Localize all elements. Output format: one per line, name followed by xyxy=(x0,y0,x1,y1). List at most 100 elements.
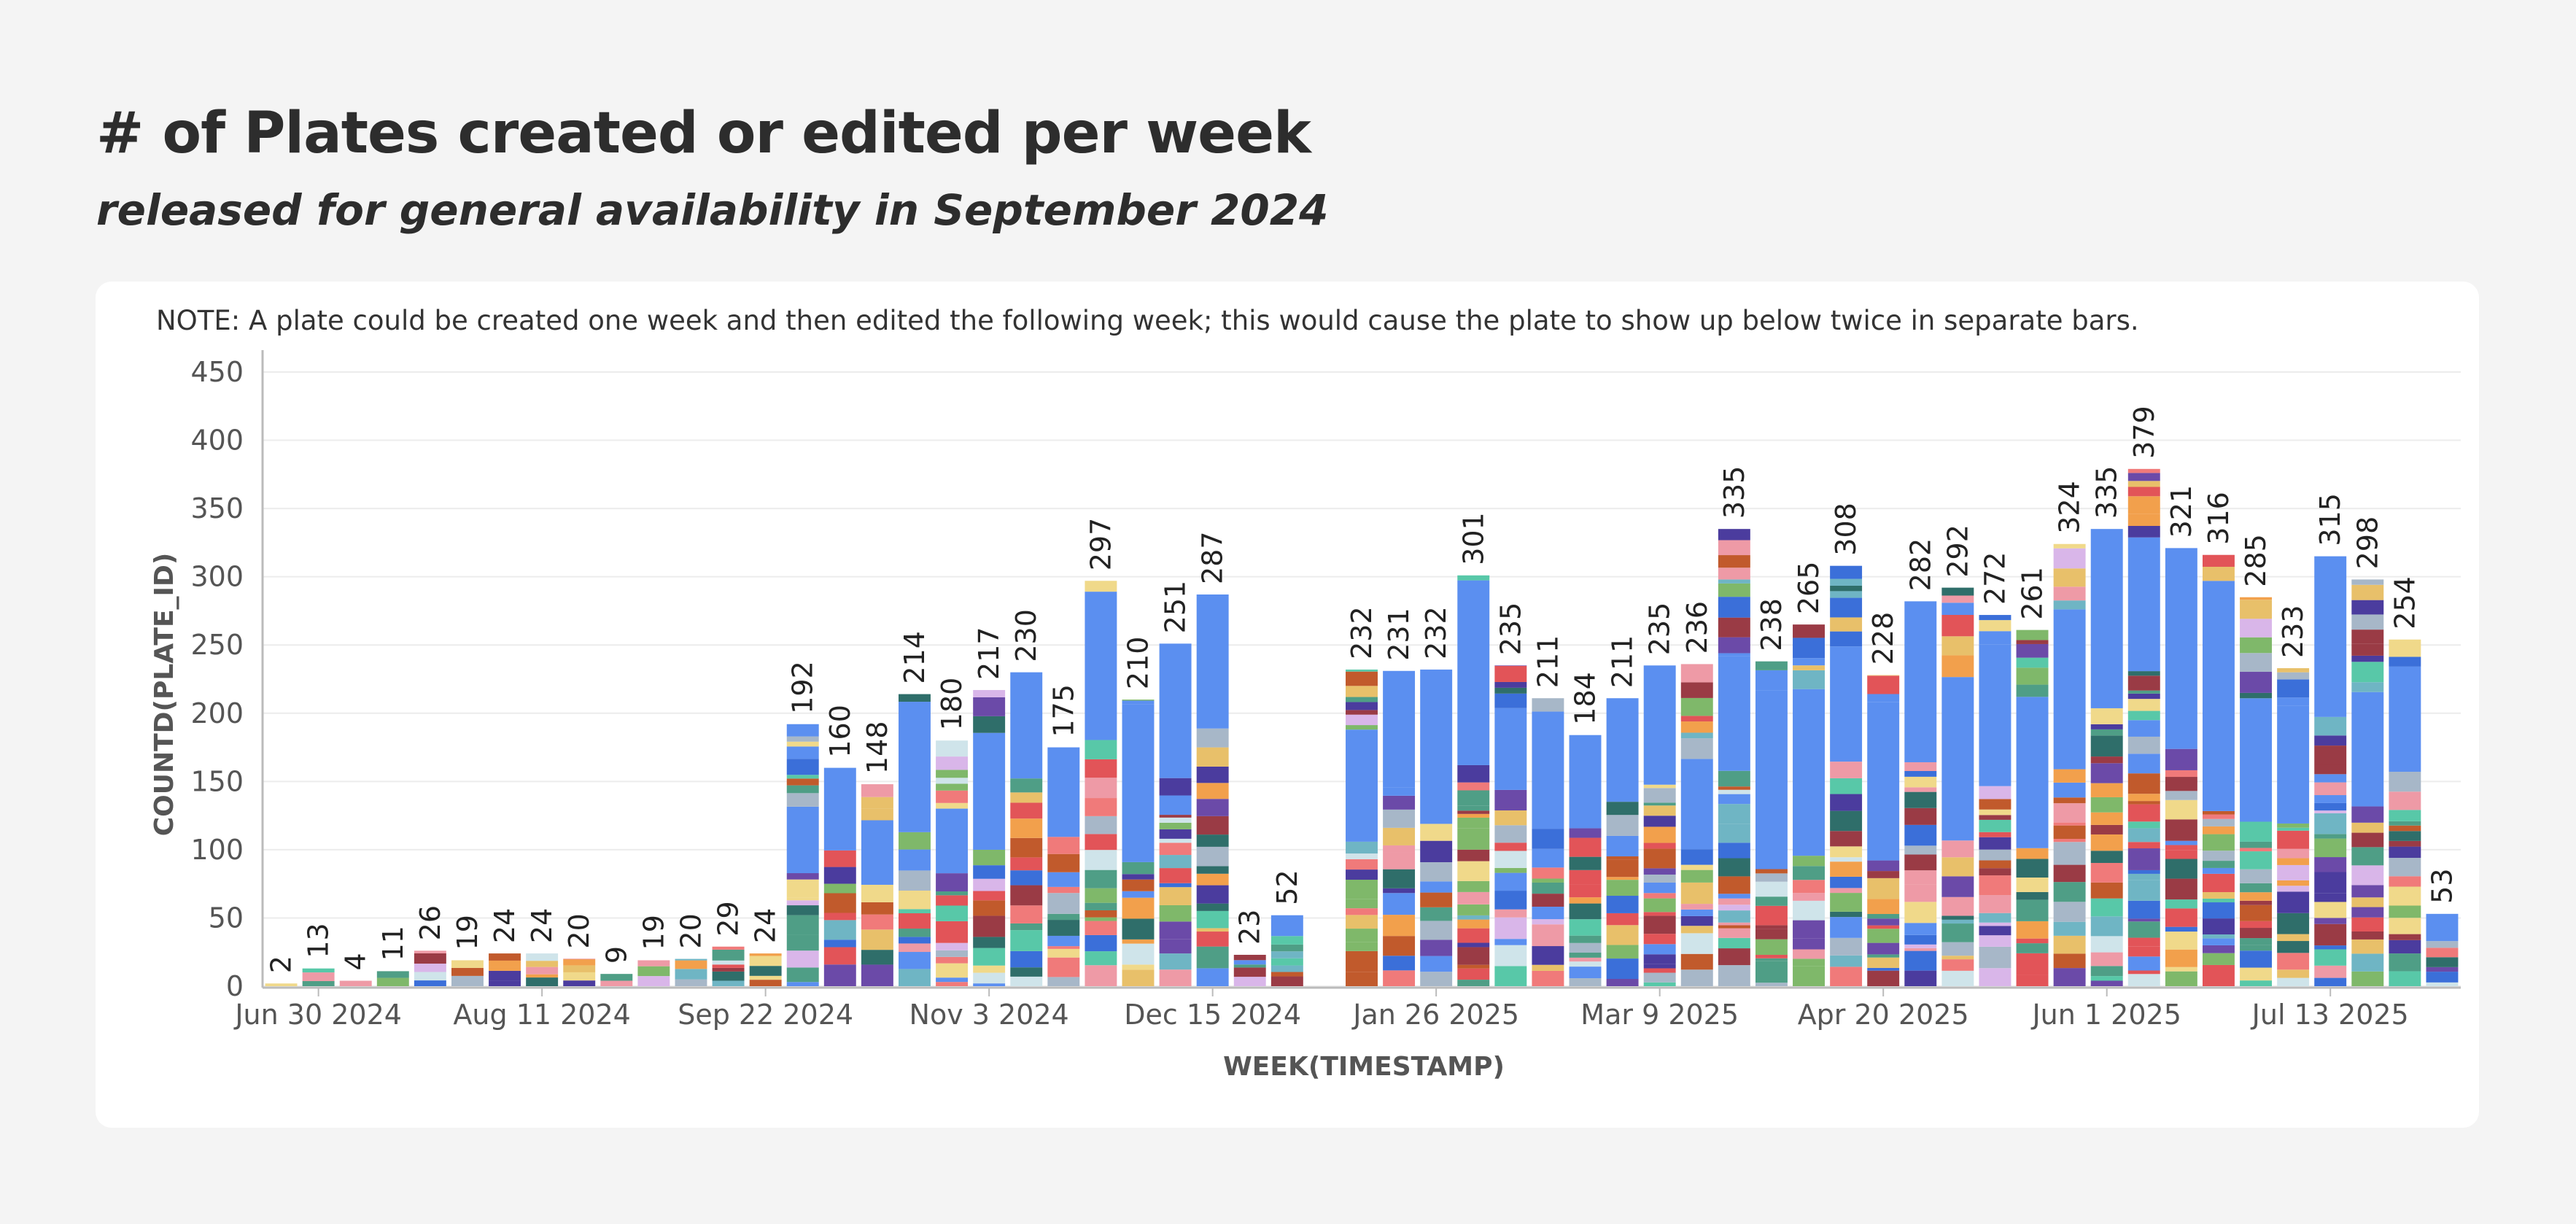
bar-segment xyxy=(2127,675,2160,691)
bar-segment xyxy=(1830,578,1863,586)
bar-segment xyxy=(2389,918,2421,934)
bar-segment xyxy=(2240,869,2273,883)
bar-segment xyxy=(2389,940,2421,954)
bar-segment xyxy=(1830,617,1863,632)
bar-value-label: 298 xyxy=(2351,516,2383,570)
bar-segment xyxy=(2127,937,2160,947)
bar-segment xyxy=(2016,697,2049,848)
bar-segment xyxy=(2314,977,2347,986)
bar-segment xyxy=(2277,969,2310,978)
bar-segment xyxy=(675,958,707,961)
bar-segment xyxy=(2240,892,2273,901)
bar-segment xyxy=(1718,637,1750,654)
bar-segment xyxy=(936,790,969,803)
bar-segment xyxy=(1830,565,1863,579)
bar-segment xyxy=(1420,921,1453,940)
bar-segment xyxy=(1680,738,1713,759)
bar-segment xyxy=(1718,898,1750,905)
bar-segment xyxy=(2389,876,2421,887)
bar-segment xyxy=(1457,805,1490,811)
bar-segment xyxy=(2127,773,2160,794)
bar-segment xyxy=(1085,888,1117,903)
bar-segment xyxy=(1755,896,1788,906)
bar-value-label: 214 xyxy=(899,631,931,684)
bar-segment xyxy=(1979,815,2011,820)
bar-segment xyxy=(1979,849,2011,861)
bar-segment xyxy=(302,968,335,973)
bar-segment xyxy=(1643,954,1676,964)
bar-value-label: 251 xyxy=(1160,581,1192,634)
bar-segment xyxy=(712,971,745,981)
bar-segment xyxy=(2389,772,2421,792)
bar-segment xyxy=(1346,697,1378,702)
bar-segment xyxy=(1979,644,2011,786)
bar-segment xyxy=(1941,876,1974,897)
bar-segment xyxy=(2389,858,2421,877)
bar-segment xyxy=(1457,928,1490,943)
bar-segment xyxy=(1494,789,1527,811)
bar-segment xyxy=(786,778,819,786)
bar-segment xyxy=(1494,966,1527,986)
bar-value-label: 29 xyxy=(713,901,745,936)
bar-segment xyxy=(1979,620,2011,632)
bar-segment xyxy=(1904,970,1937,986)
bar-segment xyxy=(1457,915,1490,920)
bar-segment xyxy=(1606,815,1639,836)
bar-segment xyxy=(1904,787,1937,792)
bar-segment xyxy=(526,953,559,961)
bar-segment xyxy=(786,873,819,880)
bar-segment xyxy=(1196,766,1229,783)
bar-segment xyxy=(1830,857,1863,862)
bar-segment xyxy=(1010,778,1043,793)
bar-segment xyxy=(899,909,931,914)
bar-segment xyxy=(2053,953,2086,969)
bar-segment xyxy=(2127,699,2160,711)
bar-segment xyxy=(2426,982,2459,986)
bar-segment xyxy=(1457,880,1490,892)
bar-segment xyxy=(2314,764,2347,775)
bar xyxy=(899,694,931,986)
bar-segment xyxy=(1233,967,1266,977)
bar-segment xyxy=(1830,597,1863,618)
bar-segment xyxy=(1569,953,1602,958)
bar-segment xyxy=(2351,630,2384,644)
bar xyxy=(2351,579,2384,986)
bar-segment xyxy=(1196,885,1229,904)
bar-segment xyxy=(1680,849,1713,865)
bar-segment xyxy=(1532,867,1564,879)
bar-segment xyxy=(1569,967,1602,979)
bar-segment xyxy=(2240,619,2273,638)
bar-segment xyxy=(1346,671,1378,686)
bar-value-label: 4 xyxy=(340,953,372,970)
bar-segment xyxy=(1830,846,1863,858)
bar-value-label: 192 xyxy=(787,661,819,714)
bar-segment xyxy=(1233,964,1266,968)
bar-segment xyxy=(1346,880,1378,899)
bar-segment xyxy=(1494,708,1527,790)
bar-segment xyxy=(1680,682,1713,698)
bar-segment xyxy=(376,977,409,986)
bar-segment xyxy=(1830,967,1863,986)
bar-segment xyxy=(1643,868,1676,875)
bar-segment xyxy=(1494,665,1527,666)
bar-segment xyxy=(1680,969,1713,986)
bar-segment xyxy=(1867,967,1900,971)
bar-value-label: 254 xyxy=(2389,576,2421,630)
bar-segment xyxy=(2314,838,2347,858)
bar-segment xyxy=(1904,950,1937,971)
bar-segment xyxy=(1494,917,1527,940)
bar-segment xyxy=(2127,671,2160,676)
y-tick-label: 50 xyxy=(209,902,244,934)
bar-segment xyxy=(1010,923,1043,931)
bar-segment xyxy=(2351,806,2384,823)
bar-segment xyxy=(899,870,931,891)
bar-segment xyxy=(1941,595,1974,603)
bar-segment xyxy=(2165,770,2197,778)
bar xyxy=(1979,615,2011,986)
bar-segment xyxy=(1755,869,1788,874)
bar-segment xyxy=(1457,947,1490,965)
bar-segment xyxy=(936,778,969,784)
bar-segment xyxy=(1085,759,1117,778)
bar-value-label: 211 xyxy=(1607,635,1639,689)
bar-value-label: 282 xyxy=(1904,538,1936,592)
